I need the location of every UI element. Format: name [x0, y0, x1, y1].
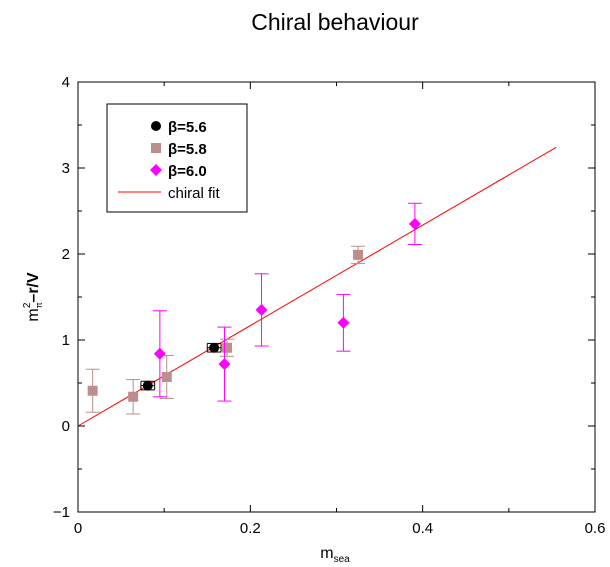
circle-point-0: [140, 380, 156, 391]
y-tick-label-2: 1: [62, 332, 70, 349]
diamond-marker-4: [408, 217, 421, 230]
square-point-1: [126, 379, 141, 415]
x-axis-label-base: m: [320, 545, 333, 562]
square-point-2: [159, 354, 174, 399]
legend-label-beta56: β=5.6: [168, 119, 207, 136]
diamond-point-2: [254, 273, 269, 347]
chiral-fit-line: [77, 146, 557, 427]
square-point-0: [85, 368, 100, 413]
y-axis-label-rest: –r/V: [25, 272, 42, 303]
circle-marker-1: [209, 342, 220, 353]
x-tick-label-2: 0.4: [412, 520, 433, 537]
legend-label-fit: chiral fit: [168, 185, 221, 202]
x-tick-label-0: 0: [74, 520, 82, 537]
legend-marker-beta60: [150, 164, 162, 176]
diamond-point-0: [152, 310, 167, 398]
x-tick-label-1: 0.2: [240, 520, 261, 537]
square-marker-2: [161, 371, 172, 382]
diamond-point-1: [217, 326, 232, 402]
square-point-3: [220, 338, 235, 357]
square-point-4: [351, 245, 366, 264]
y-axis-label-sub: π: [34, 302, 44, 308]
diamond-point-4: [407, 202, 422, 246]
diamond-marker-1: [218, 358, 231, 371]
square-marker-0: [87, 385, 98, 396]
circle-point-1: [206, 342, 222, 353]
legend-label-beta60: β=6.0: [168, 163, 207, 180]
y-tick-label-0: −1: [53, 504, 70, 521]
y-tick-label-3: 2: [62, 246, 70, 263]
legend: β=5.6 β=5.8 β=6.0 chiral fit: [106, 103, 248, 213]
y-tick-label-1: 0: [62, 418, 70, 435]
square-marker-4: [353, 249, 364, 260]
y-axis-label-base: m: [25, 308, 42, 321]
fit-layer: [77, 146, 557, 427]
y-tick-label-5: 4: [62, 74, 70, 91]
y-axis-label-sup: 2: [22, 302, 33, 308]
legend-marker-beta58: [151, 143, 161, 153]
x-axis-label-sub: sea: [334, 554, 351, 565]
y-axis-label: mπ2–r/V: [22, 272, 44, 322]
legend-marker-beta56: [151, 121, 161, 131]
legend-label-beta58: β=5.8: [168, 141, 207, 158]
square-marker-1: [128, 391, 139, 402]
diamond-point-3: [336, 293, 351, 352]
circle-marker-0: [142, 380, 153, 391]
x-axis: 0 0.2 0.4 0.6: [74, 82, 606, 537]
y-axis: −1 0 1 2 3 4: [53, 74, 595, 521]
legend-box: [106, 103, 248, 213]
points-layer: [85, 202, 422, 415]
x-tick-label-3: 0.6: [585, 520, 606, 537]
x-axis-label: msea: [320, 545, 350, 565]
diamond-marker-2: [255, 303, 268, 316]
chart-title: Chiral behaviour: [251, 9, 419, 35]
y-tick-label-4: 3: [62, 160, 70, 177]
square-marker-3: [222, 342, 233, 353]
diamond-marker-3: [337, 316, 350, 329]
diamond-marker-0: [153, 347, 166, 360]
